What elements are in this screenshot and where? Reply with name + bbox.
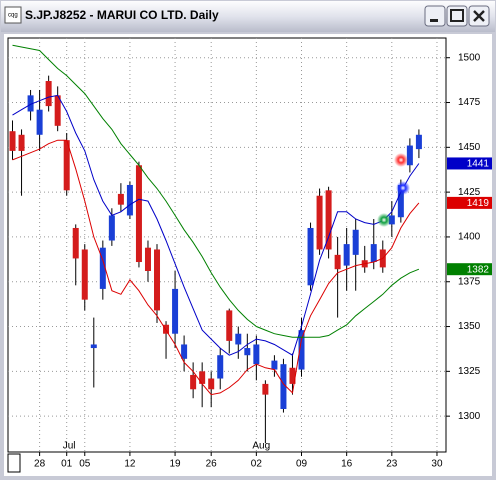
y-tick-label: 1500 (458, 52, 481, 63)
month-label: Aug (252, 441, 270, 452)
candle-body (27, 95, 34, 112)
x-tick-label: 28 (34, 459, 46, 470)
candle-body (271, 360, 278, 370)
x-tick-label: 30 (431, 459, 443, 470)
last-value-label: 1441 (467, 159, 490, 170)
candle-body (99, 247, 106, 289)
y-tick-label: 1325 (458, 366, 481, 377)
y-tick-label: 1425 (458, 187, 481, 198)
app-icon-glyph: cqg (8, 13, 18, 19)
x-tick-label: 01 (61, 459, 73, 470)
candle-body (280, 364, 287, 409)
candle-body (135, 165, 142, 263)
y-tick-label: 1375 (458, 276, 481, 287)
app-icon (4, 6, 22, 24)
candle-body (325, 190, 332, 250)
candle-body (397, 184, 404, 218)
x-tick-label: 12 (124, 459, 136, 470)
candle-body (81, 249, 88, 300)
signal-marker (377, 213, 391, 227)
candle-body (90, 344, 97, 349)
moving-average-line (12, 94, 420, 356)
candle-body (316, 195, 323, 250)
close-button[interactable] (468, 5, 490, 27)
candle-body (415, 134, 422, 150)
last-value-label: 1419 (467, 198, 490, 209)
y-tick-label: 1350 (458, 321, 481, 332)
x-tick-label: 19 (170, 459, 182, 470)
moving-average-line (12, 44, 420, 338)
signal-marker (396, 181, 410, 195)
candle-body (72, 227, 79, 259)
candle-body (172, 288, 179, 334)
candle-body (226, 310, 233, 341)
candle-body (352, 229, 359, 255)
candle-body (54, 95, 61, 126)
maximize-button[interactable] (446, 5, 468, 27)
signal-marker (394, 153, 408, 167)
candle-body (18, 134, 25, 151)
window-title: S.JP.J8252 - MARUI CO LTD. Daily (25, 8, 219, 22)
candle-body (63, 140, 70, 191)
minimize-button[interactable] (424, 5, 446, 27)
candle-body (289, 367, 296, 384)
x-tick-label: 05 (79, 459, 91, 470)
candle-body (9, 131, 16, 151)
candle-body (307, 227, 314, 286)
candle-body (406, 145, 413, 166)
candle-body (343, 244, 350, 266)
candle-body (154, 249, 161, 311)
candle-body (334, 254, 341, 270)
candle-body (298, 330, 305, 370)
y-tick-label: 1450 (458, 142, 481, 153)
x-tick-label: 16 (341, 459, 353, 470)
last-value-box (447, 196, 492, 209)
y-tick-label: 1400 (458, 232, 481, 243)
candle-body (370, 244, 377, 263)
candle-body (45, 81, 52, 107)
candle-body (199, 371, 206, 384)
candle-body (262, 383, 269, 395)
y-tick-label: 1475 (458, 97, 481, 108)
month-label: Jul (63, 441, 76, 452)
candle-body (117, 193, 124, 205)
x-tick-label: 02 (251, 459, 263, 470)
candle-body (181, 344, 188, 359)
x-tick-label: 26 (206, 459, 218, 470)
last-value-box (447, 263, 492, 276)
title-bar (1, 1, 495, 32)
candle-body (253, 344, 260, 365)
y-tick-label: 1300 (458, 411, 481, 422)
candle-body (190, 374, 197, 390)
last-value-label: 1382 (467, 264, 490, 275)
candle-body (208, 378, 215, 390)
candle-body (235, 333, 242, 345)
corner-box[interactable] (7, 453, 21, 473)
x-tick-label: 09 (296, 459, 308, 470)
candle-body (144, 247, 151, 271)
x-tick-label: 23 (386, 459, 398, 470)
last-value-box (447, 157, 492, 170)
candle-body (36, 109, 43, 135)
candle-body (108, 215, 115, 241)
moving-average-line (12, 139, 420, 396)
candle-body (217, 355, 224, 379)
candle-body (244, 348, 251, 356)
candle-body (388, 215, 395, 225)
candle-body (126, 184, 133, 216)
